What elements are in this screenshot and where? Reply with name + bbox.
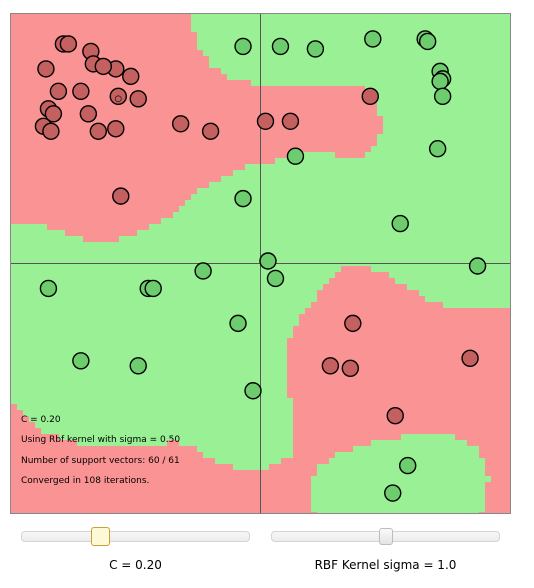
negative-point[interactable] <box>42 122 60 140</box>
sigma-slider-label: RBF Kernel sigma = 1.0 <box>314 558 457 572</box>
positive-point[interactable] <box>229 314 247 333</box>
svm-canvas[interactable] <box>10 13 511 514</box>
negative-point[interactable] <box>89 122 108 140</box>
negative-point[interactable] <box>281 112 300 130</box>
positive-point[interactable] <box>433 87 452 106</box>
negative-point[interactable] <box>461 349 479 368</box>
negative-point[interactable] <box>37 60 55 78</box>
positive-point[interactable] <box>286 147 305 165</box>
positive-point[interactable] <box>194 262 212 280</box>
positive-point[interactable] <box>384 484 402 502</box>
positive-point[interactable] <box>72 352 90 370</box>
negative-point[interactable] <box>341 359 360 377</box>
data-points <box>34 30 487 502</box>
c-slider-track[interactable] <box>21 527 250 546</box>
positive-point[interactable] <box>244 382 262 400</box>
negative-point[interactable] <box>361 87 379 106</box>
negative-point[interactable] <box>79 105 98 123</box>
sigma-slider-track[interactable] <box>271 528 500 545</box>
negative-point[interactable] <box>129 90 147 108</box>
positive-point[interactable] <box>364 30 382 48</box>
non-support-point[interactable] <box>114 95 122 103</box>
kernel-info-text: Using Rbf kernel with sigma = 0.50 <box>21 435 181 445</box>
sigma-slider-handle[interactable] <box>379 528 393 545</box>
positive-point[interactable] <box>234 189 252 208</box>
convergence-text: Converged in 108 iterations. <box>21 476 150 486</box>
positive-point[interactable] <box>129 357 147 375</box>
negative-point[interactable] <box>171 115 190 133</box>
positive-point[interactable] <box>234 37 252 56</box>
c-slider-handle[interactable] <box>91 527 110 546</box>
negative-point[interactable] <box>49 82 68 101</box>
positive-point[interactable] <box>431 72 449 91</box>
positive-point[interactable] <box>266 269 285 288</box>
c-value-text: C = 0.20 <box>21 415 61 425</box>
negative-point[interactable] <box>112 187 130 205</box>
negative-point[interactable] <box>256 112 275 130</box>
negative-point[interactable] <box>122 67 140 86</box>
negative-point[interactable] <box>386 406 404 425</box>
negative-point[interactable] <box>201 122 220 140</box>
positive-point[interactable] <box>428 140 447 158</box>
negative-point[interactable] <box>44 105 63 123</box>
positive-point[interactable] <box>468 257 487 275</box>
negative-point[interactable] <box>321 357 340 375</box>
negative-point[interactable] <box>94 57 113 76</box>
support-vectors-text: Number of support vectors: 60 / 61 <box>21 456 180 466</box>
positive-point[interactable] <box>391 214 409 233</box>
decision-plot[interactable] <box>11 14 510 513</box>
positive-point[interactable] <box>418 32 437 51</box>
negative-point[interactable] <box>59 35 78 53</box>
positive-point[interactable] <box>144 279 162 298</box>
positive-point[interactable] <box>399 456 417 475</box>
negative-point[interactable] <box>107 120 125 138</box>
negative-point[interactable] <box>344 314 362 333</box>
negative-point[interactable] <box>72 82 90 101</box>
positive-point[interactable] <box>39 279 58 298</box>
positive-point[interactable] <box>271 37 290 56</box>
positive-point[interactable] <box>306 40 325 58</box>
positive-point[interactable] <box>259 252 277 270</box>
c-slider-label: C = 0.20 <box>109 558 162 572</box>
